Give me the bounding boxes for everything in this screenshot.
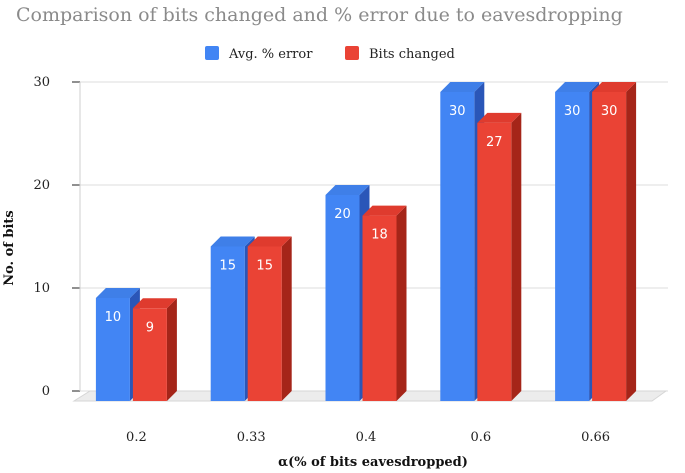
bar bbox=[477, 122, 512, 402]
bar bbox=[132, 308, 167, 401]
x-axis-title: α(% of bits eavesdropped) bbox=[278, 455, 468, 470]
bar-value-label: 30 bbox=[564, 104, 581, 119]
bar-value-label: 18 bbox=[371, 228, 388, 243]
y-tick-label: 20 bbox=[33, 178, 50, 193]
legend-swatch-avg-error bbox=[205, 46, 219, 60]
bar-side bbox=[511, 112, 522, 402]
y-tick-label: 10 bbox=[33, 281, 50, 296]
bars bbox=[95, 82, 637, 402]
bar-side bbox=[281, 236, 292, 401]
bar-side bbox=[626, 82, 637, 401]
bar-value-label: 9 bbox=[146, 320, 154, 335]
bar-top bbox=[477, 112, 522, 123]
bar bbox=[210, 246, 245, 401]
bar-top bbox=[362, 205, 407, 216]
bar-value-label: 10 bbox=[105, 310, 122, 325]
x-axis-ticks: 0.2 0.33 0.4 0.6 0.66 bbox=[126, 430, 610, 445]
bar bbox=[440, 92, 475, 401]
bar-top bbox=[555, 82, 600, 92]
bar-side bbox=[396, 205, 407, 401]
bar-value-label: 30 bbox=[601, 104, 618, 119]
y-tick-label: 0 bbox=[42, 384, 50, 399]
bar bbox=[95, 298, 130, 401]
legend-swatch-bits-changed bbox=[345, 46, 359, 60]
bar-value-label: 27 bbox=[486, 135, 503, 150]
chart-title: Comparison of bits changed and % error d… bbox=[16, 4, 623, 26]
legend-label-avg-error: Avg. % error bbox=[228, 47, 313, 62]
bar-top bbox=[247, 236, 292, 247]
bar bbox=[555, 92, 590, 401]
y-axis-title: No. of bits bbox=[2, 210, 17, 286]
bar-data-labels: 10 9 15 15 20 18 30 27 30 30 bbox=[105, 104, 618, 335]
legend: Avg. % error Bits changed bbox=[205, 46, 455, 62]
x-tick-label: 0.66 bbox=[581, 430, 610, 445]
legend-label-bits-changed: Bits changed bbox=[369, 47, 455, 62]
bar-top bbox=[132, 298, 177, 309]
bar-value-label: 15 bbox=[219, 259, 236, 274]
bar-value-label: 30 bbox=[449, 104, 466, 119]
y-axis-ticks: 0 10 20 30 bbox=[33, 75, 50, 399]
bar-side bbox=[166, 298, 177, 401]
bar-top bbox=[325, 185, 370, 195]
x-tick-label: 0.6 bbox=[470, 430, 491, 445]
y-tick-label: 30 bbox=[33, 75, 50, 90]
bar-top bbox=[210, 236, 255, 247]
bar-top bbox=[592, 82, 637, 92]
bar-top bbox=[95, 288, 140, 298]
bar-value-label: 15 bbox=[256, 259, 273, 274]
bar bbox=[592, 92, 627, 401]
x-tick-label: 0.33 bbox=[237, 430, 266, 445]
x-tick-label: 0.2 bbox=[126, 430, 147, 445]
bar-value-label: 20 bbox=[334, 207, 351, 222]
bar bbox=[325, 195, 360, 401]
bar bbox=[247, 246, 282, 401]
bar bbox=[362, 215, 397, 401]
x-tick-label: 0.4 bbox=[356, 430, 377, 445]
bar-top bbox=[440, 82, 485, 92]
